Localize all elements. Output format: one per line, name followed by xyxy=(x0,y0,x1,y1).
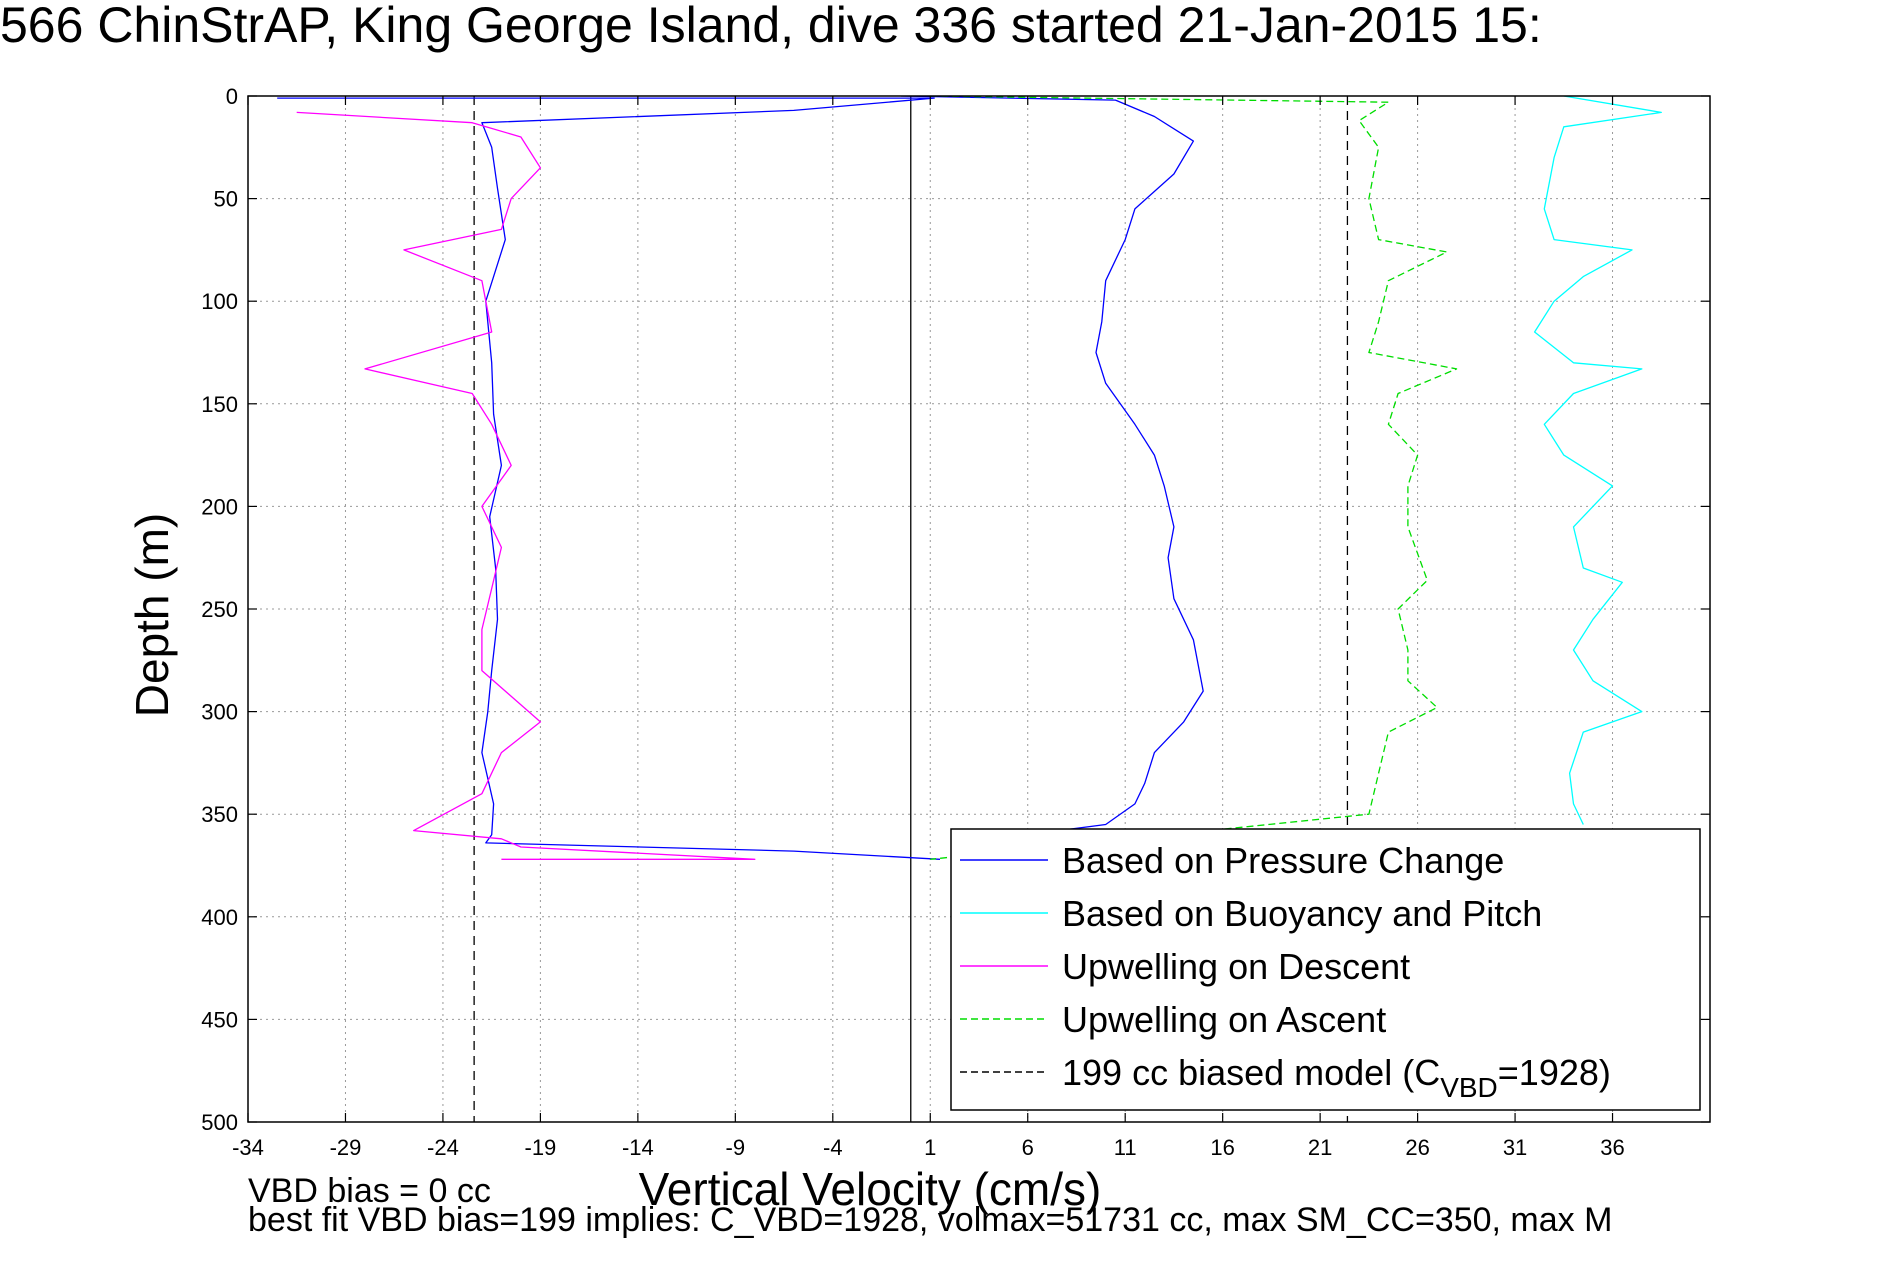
x-tick-label: 11 xyxy=(1114,1135,1137,1160)
x-tick-label: 36 xyxy=(1600,1135,1624,1160)
x-tick-label: 16 xyxy=(1210,1135,1234,1160)
x-tick-label: 1 xyxy=(924,1135,936,1160)
y-tick-label: 100 xyxy=(201,289,238,314)
legend-box xyxy=(950,828,1701,1111)
series-line xyxy=(277,97,941,860)
legend-label-text: 199 cc biased model (C xyxy=(1062,1052,1440,1093)
x-tick-label: -19 xyxy=(525,1135,557,1160)
series-line xyxy=(930,96,1458,860)
x-tick-label: -34 xyxy=(232,1135,264,1160)
legend-label-suffix: =1928) xyxy=(1498,1052,1611,1093)
legend-label: Upwelling on Descent xyxy=(1062,946,1410,987)
legend-label: Based on Buoyancy and Pitch xyxy=(1062,893,1542,934)
y-tick-label: 400 xyxy=(201,905,238,930)
legend-label-text: Upwelling on Ascent xyxy=(1062,999,1386,1040)
x-tick-label: 21 xyxy=(1308,1135,1332,1160)
x-tick-label: 31 xyxy=(1503,1135,1527,1160)
x-axis-ticks: -34 -29 -24 -19 -14 -9 -4 1 6 11 16 21 26 31 36 xyxy=(232,96,1625,1160)
x-tick-label: 6 xyxy=(1022,1135,1034,1160)
series-lines xyxy=(277,96,1662,860)
y-tick-label: 150 xyxy=(201,392,238,417)
legend-label-text: Based on Pressure Change xyxy=(1062,840,1504,881)
x-tick-label: -29 xyxy=(330,1135,362,1160)
x-tick-label: 26 xyxy=(1405,1135,1429,1160)
y-tick-label: 300 xyxy=(201,700,238,725)
y-tick-label: 450 xyxy=(201,1007,238,1032)
legend-label-text: Upwelling on Descent xyxy=(1062,946,1410,987)
footer-best-fit: best fit VBD bias=199 implies: C_VBD=192… xyxy=(248,1201,1613,1239)
x-axis-label: Vertical Velocity (cm/s) xyxy=(639,1163,1102,1215)
chart-title: 566 ChinStrAP, King George Island, dive … xyxy=(0,0,1542,53)
x-tick-label: -4 xyxy=(823,1135,843,1160)
x-tick-label: -9 xyxy=(726,1135,746,1160)
y-tick-label: 50 xyxy=(214,187,238,212)
x-tick-label: -24 xyxy=(427,1135,459,1160)
y-tick-label: 250 xyxy=(201,597,238,622)
y-tick-label: 500 xyxy=(201,1110,238,1135)
series-line xyxy=(1533,96,1662,825)
y-axis-label: Depth (m) xyxy=(126,513,178,717)
y-tick-label: 200 xyxy=(201,494,238,519)
series-line xyxy=(296,111,756,860)
legend-label-text: Based on Buoyancy and Pitch xyxy=(1062,893,1542,934)
series-line xyxy=(900,96,1204,836)
x-tick-label: -14 xyxy=(622,1135,654,1160)
legend: Based on Pressure Change Based on Buoyanc… xyxy=(950,828,1701,1111)
legend-label: Upwelling on Ascent xyxy=(1062,999,1386,1040)
footer-vbd-bias: VBD bias = 0 cc xyxy=(248,1172,491,1210)
legend-label-subscript: VBD xyxy=(1440,1072,1498,1103)
y-axis-ticks: 0 50 100 150 200 250 300 350 400 450 500 xyxy=(201,84,1710,1135)
y-tick-label: 350 xyxy=(201,802,238,827)
legend-label: Based on Pressure Change xyxy=(1062,840,1504,881)
y-tick-label: 0 xyxy=(226,84,238,109)
legend-label: 199 cc biased model (CVBD=1928) xyxy=(1062,1052,1611,1103)
